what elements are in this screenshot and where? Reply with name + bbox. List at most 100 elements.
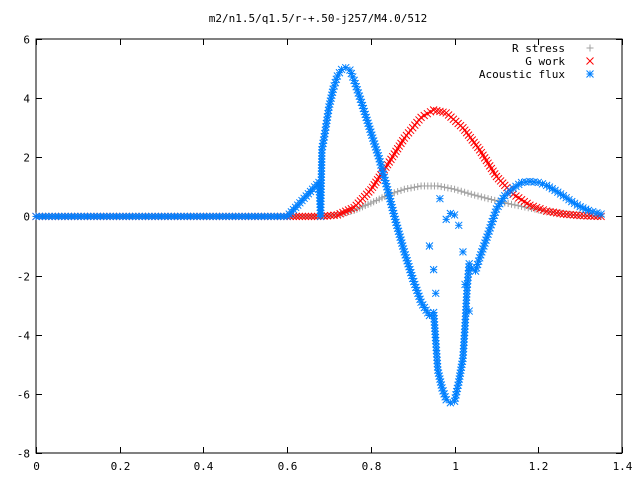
data-point	[304, 212, 313, 221]
y-tick-label: 0	[23, 211, 30, 224]
data-point	[295, 212, 304, 221]
legend-marker	[586, 44, 594, 52]
data-point	[487, 196, 495, 204]
data-point	[324, 106, 333, 115]
y-tick-label: -8	[17, 448, 30, 461]
data-point	[370, 180, 379, 189]
data-point	[330, 211, 338, 220]
data-point	[572, 211, 581, 220]
data-point	[461, 280, 469, 289]
data-point	[432, 106, 441, 115]
data-point	[526, 177, 534, 186]
data-point	[436, 107, 444, 116]
legend-marker	[586, 70, 594, 78]
data-point	[367, 185, 375, 194]
data-point	[437, 183, 445, 191]
data-point	[323, 211, 332, 220]
x-tick-label: 0.8	[362, 460, 382, 473]
x-tick-label: 1.4	[613, 460, 633, 473]
data-point	[451, 185, 459, 193]
data-point	[566, 210, 574, 219]
data-point	[326, 211, 335, 220]
data-point	[454, 186, 462, 194]
data-point	[474, 192, 482, 200]
data-point	[394, 188, 402, 196]
data-point	[511, 201, 519, 209]
data-point	[471, 191, 479, 199]
data-point	[434, 182, 442, 190]
series-4	[425, 194, 474, 315]
data-point	[457, 187, 465, 195]
data-point	[464, 189, 472, 197]
data-point	[301, 212, 310, 221]
series-3	[32, 63, 605, 407]
data-point	[549, 208, 558, 217]
data-point	[429, 106, 438, 114]
y-tick-label: -6	[17, 389, 30, 402]
data-point	[597, 210, 605, 218]
data-point	[388, 203, 397, 212]
data-point	[442, 395, 451, 404]
data-point	[481, 194, 489, 202]
data-point	[439, 108, 447, 117]
data-point	[397, 186, 405, 194]
y-tick-label: 2	[23, 152, 30, 165]
data-point	[380, 173, 389, 182]
plot-area	[32, 63, 605, 407]
chart-title: m2/n1.5/q1.5/r-+.50-j257/M4.0/512	[209, 12, 428, 25]
data-point	[465, 307, 474, 315]
data-point	[425, 242, 434, 250]
x-tick-label: 0.2	[111, 460, 131, 473]
plot-frame	[35, 38, 623, 454]
data-point	[552, 209, 561, 217]
x-tick-label: 1	[452, 460, 459, 473]
data-point	[467, 190, 475, 198]
data-point	[441, 183, 449, 191]
data-point	[372, 178, 380, 187]
data-point	[534, 178, 543, 187]
data-point	[429, 265, 438, 274]
legend-label: G work	[525, 55, 565, 68]
data-point	[442, 215, 451, 224]
y-tick-label: 4	[23, 93, 30, 106]
data-point	[310, 212, 319, 221]
data-point	[569, 211, 578, 219]
data-point	[576, 211, 584, 220]
data-point	[484, 195, 492, 203]
data-point	[431, 289, 440, 298]
y-tick-label: 6	[23, 34, 30, 47]
data-point	[414, 183, 422, 191]
legend-label: R stress	[512, 42, 565, 55]
data-point	[459, 248, 467, 256]
data-point	[524, 204, 532, 212]
data-point	[307, 212, 316, 221]
data-point	[407, 271, 416, 280]
data-point	[538, 180, 547, 188]
data-point	[507, 200, 515, 208]
data-point	[446, 398, 455, 407]
data-point	[407, 184, 415, 192]
data-point	[436, 194, 444, 203]
y-tick-label: -2	[17, 271, 30, 284]
data-point	[376, 158, 384, 166]
data-point	[436, 375, 444, 383]
legend-label: Acoustic flux	[479, 68, 565, 81]
x-tick-label: 1.2	[529, 460, 549, 473]
data-point	[583, 211, 591, 220]
y-tick-label: -4	[17, 330, 31, 343]
data-point	[542, 207, 551, 215]
data-point	[298, 212, 307, 221]
data-point	[404, 185, 412, 193]
x-tick-label: 0.6	[278, 460, 298, 473]
data-point	[450, 211, 459, 219]
data-point	[447, 185, 455, 193]
data-point	[477, 193, 485, 201]
data-point	[444, 184, 452, 192]
data-point	[454, 221, 463, 230]
data-point	[559, 210, 568, 218]
data-point	[461, 188, 469, 196]
data-point	[410, 183, 418, 191]
data-point	[546, 207, 554, 216]
